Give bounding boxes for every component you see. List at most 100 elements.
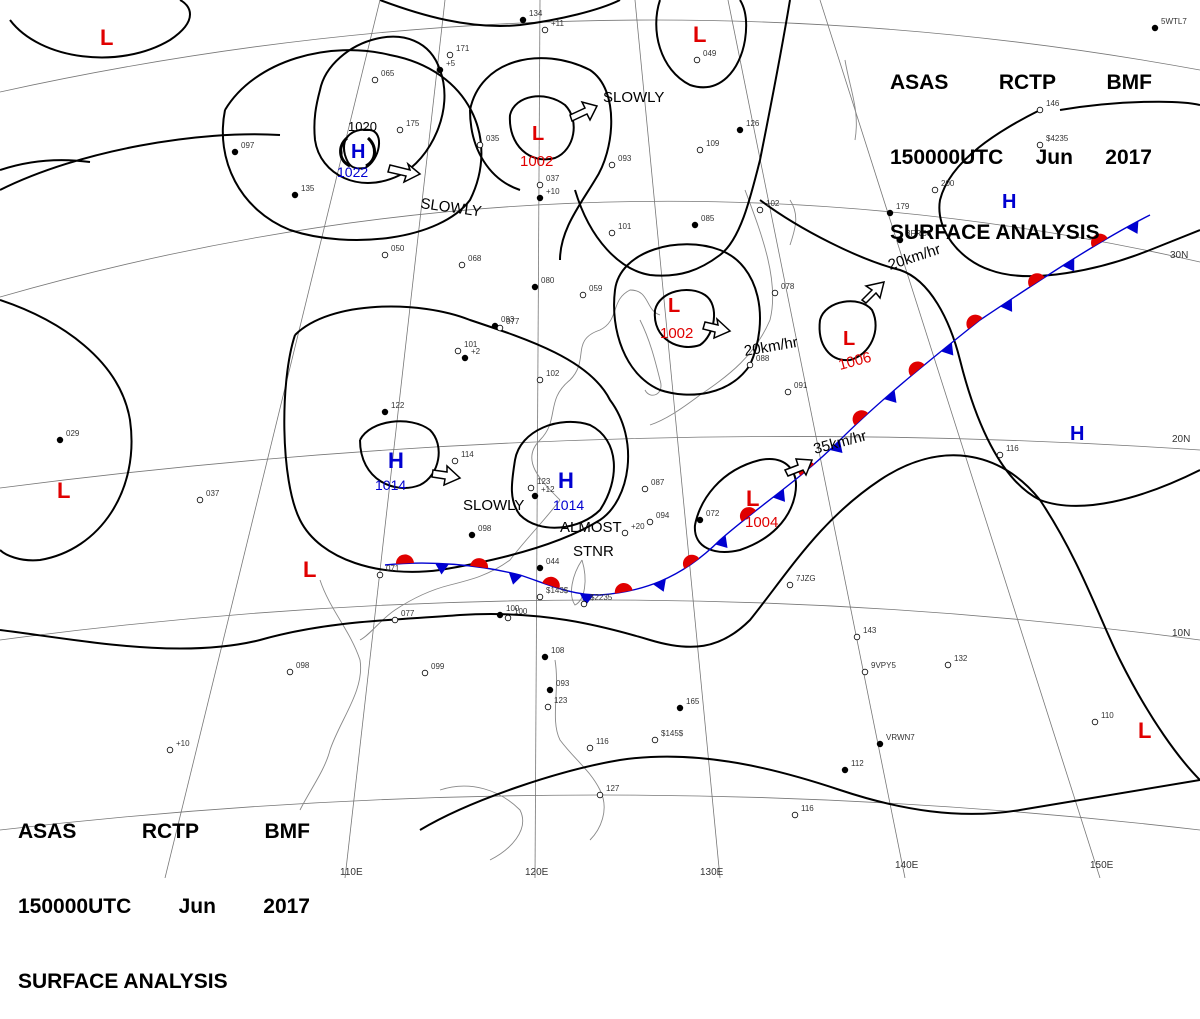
- station-value: +10: [176, 739, 190, 748]
- station-value: 171: [456, 44, 470, 53]
- cold-front-triangle: [508, 572, 523, 585]
- station-value: 037: [546, 174, 560, 183]
- station-plot: 078: [771, 282, 795, 297]
- station-circle: [476, 141, 484, 149]
- station-circle: [381, 251, 389, 259]
- station-plot: 165: [676, 697, 700, 712]
- station-value: 088: [756, 354, 770, 363]
- station-circle: [544, 703, 552, 711]
- station-value: $4235: [1046, 134, 1069, 143]
- isobar-north-high-1: [313, 35, 446, 184]
- isobar-big-south: [0, 454, 1200, 781]
- station-value: $143$: [546, 586, 569, 595]
- station-value: 093: [556, 679, 570, 688]
- station-value: 091: [794, 381, 808, 390]
- station-circle: [458, 261, 466, 269]
- station-circle: [541, 26, 549, 34]
- station-circle: [1091, 718, 1099, 726]
- station-circle: [841, 766, 849, 774]
- isobar-left-low: [0, 299, 133, 562]
- station-value: 123: [537, 477, 551, 486]
- station-value: 143: [863, 626, 877, 635]
- station-plot: 101: [608, 222, 632, 237]
- low-symbol-east-sea: L: [668, 295, 680, 317]
- header-month: Jun: [1035, 146, 1073, 169]
- station-circle: [166, 746, 174, 754]
- lon-line-130e: [634, 0, 721, 878]
- station-plot: +11: [541, 19, 565, 34]
- station-plot: 122: [381, 401, 405, 416]
- lon-line-120e: [534, 0, 541, 878]
- header-line-2: 150000UTC Jun 2017: [18, 894, 310, 919]
- station-circle: [876, 740, 884, 748]
- station-plot: 108: [541, 646, 565, 661]
- high-symbol-north: H: [351, 141, 365, 163]
- isobar-north-high-inner: [343, 128, 380, 170]
- station-circle: [541, 653, 549, 661]
- station-value: 029: [66, 429, 80, 438]
- station-circle: [436, 66, 444, 74]
- motion-label-slowly-high-west: SLOWLY: [463, 497, 524, 514]
- station-value: +20: [631, 522, 645, 531]
- station-circle: [696, 516, 704, 524]
- station-value: 097: [241, 141, 255, 150]
- station-plot: 127: [596, 784, 620, 799]
- motion-arrow-east-low: [702, 316, 732, 340]
- lat-line-20n: [0, 436, 1200, 489]
- station-value: 100: [514, 607, 528, 616]
- station-plot: 088: [746, 354, 770, 369]
- station-circle: [546, 686, 554, 694]
- station-circle: [579, 291, 587, 299]
- header-title: SURFACE ANALYSIS: [890, 221, 1100, 244]
- station-circle: [676, 704, 684, 712]
- station-value: 108: [551, 646, 565, 655]
- station-plot: 146: [1036, 99, 1060, 114]
- station-circle: [853, 633, 861, 641]
- station-value: 3FRC8: [906, 229, 932, 238]
- station-value: 9VPY5: [871, 661, 896, 670]
- station-value: 175: [406, 119, 420, 128]
- cold-front-triangle: [1062, 258, 1075, 272]
- station-plot: +2: [461, 347, 481, 362]
- station-plot: 116: [791, 804, 814, 819]
- station-value: 098: [296, 661, 310, 670]
- warm-front-semicircle: [966, 314, 983, 330]
- station-value: 072: [706, 509, 720, 518]
- station-plot: 126: [736, 119, 760, 134]
- station-plot: 085: [691, 214, 715, 229]
- isobar-h-west: [359, 420, 440, 489]
- station-plot: 114: [451, 450, 474, 465]
- station-circle: [931, 186, 939, 194]
- station-plot: 099: [421, 662, 445, 677]
- station-circle: [886, 209, 894, 217]
- station-plot: $143$: [536, 586, 569, 601]
- station-value: 109: [706, 139, 720, 148]
- station-plot: 094: [646, 511, 670, 526]
- station-plot: 134: [519, 9, 543, 24]
- station-circle: [996, 451, 1004, 459]
- low-symbol-center-north: L: [532, 123, 544, 145]
- station-value: 077: [401, 609, 415, 618]
- station-value: VRWN7: [886, 733, 915, 742]
- station-value: 5WTL7: [1161, 17, 1187, 26]
- station-plot: 116: [996, 444, 1019, 459]
- station-value: 132: [954, 654, 968, 663]
- coast-indochina: [299, 579, 362, 811]
- motion-arrow-east-pacific: [860, 281, 886, 304]
- station-plot: 093: [546, 679, 570, 694]
- isobar-south-equator: [419, 755, 1200, 831]
- header-issuer-code: BMF: [1106, 71, 1153, 94]
- station-plot: 179: [886, 202, 910, 217]
- station-plot: $4235: [1036, 134, 1069, 149]
- station-plots: 134 +11 171+5 065 175 097 035 037 +10 093 049 126 10…: [56, 9, 1187, 819]
- coastlines: [299, 59, 857, 861]
- station-circle: [391, 616, 399, 624]
- isobar-center-low-1: [508, 95, 575, 161]
- coast-sakhalin: [844, 59, 857, 141]
- header-title: SURFACE ANALYSIS: [18, 970, 228, 993]
- station-value: 080: [541, 276, 555, 285]
- station-plot: 077: [391, 609, 415, 624]
- isobar-label-1020: 1020: [348, 119, 377, 134]
- chart-header-bottom-left: ASAS RCTP BMF 150000UTC Jun 2017 SURFACE…: [18, 769, 310, 1019]
- station-value: 077: [506, 317, 520, 326]
